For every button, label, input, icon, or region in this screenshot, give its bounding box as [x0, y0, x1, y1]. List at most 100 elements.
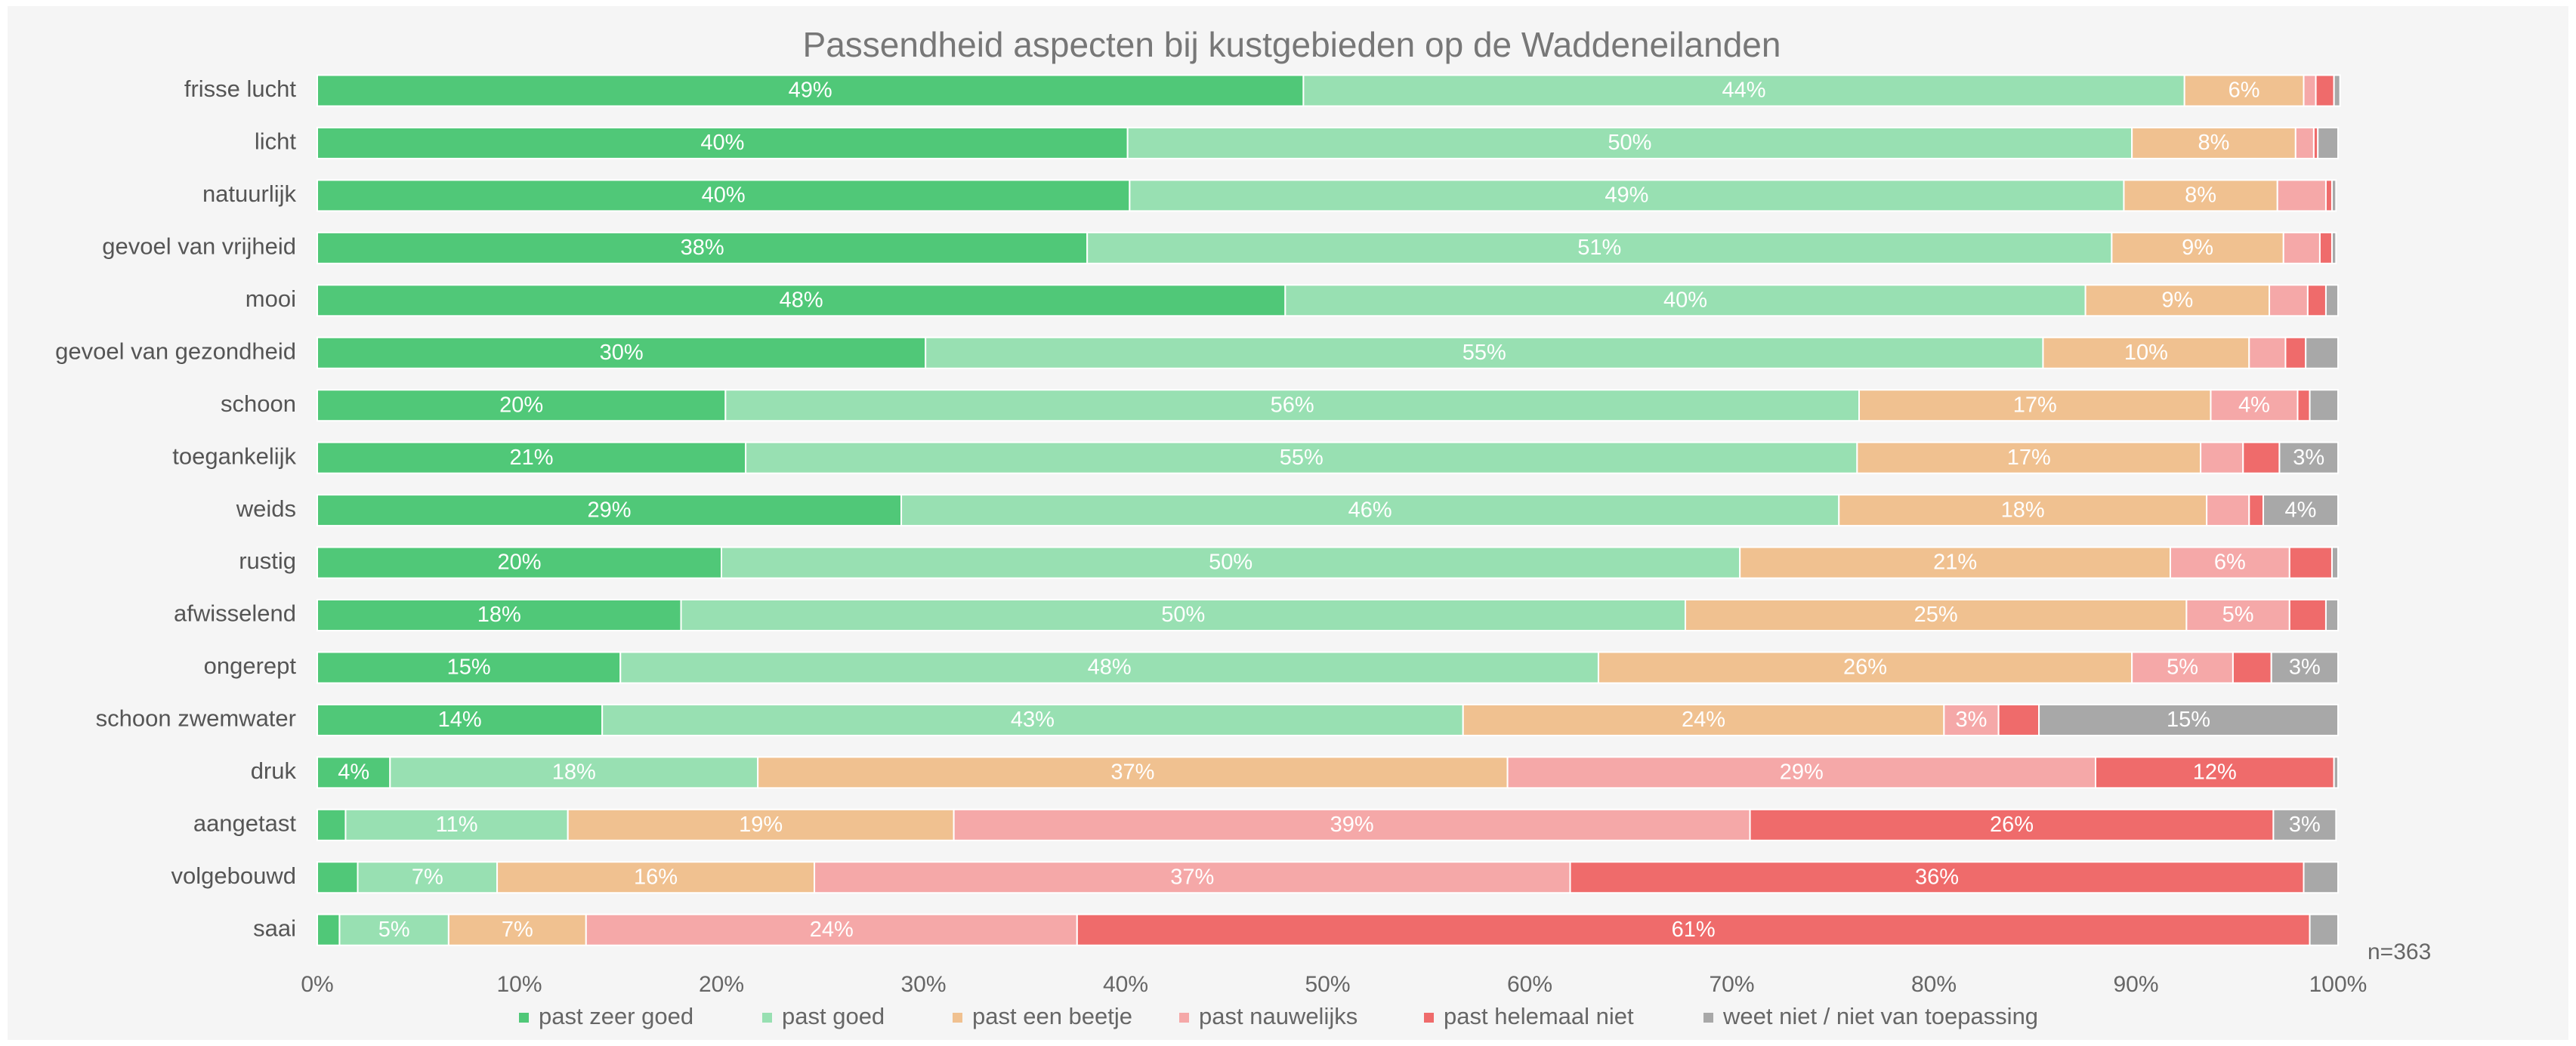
data-label: 61% — [1672, 918, 1716, 942]
bar-segment — [724, 389, 1861, 422]
bar-segment — [2284, 336, 2307, 369]
bar-segment — [2294, 126, 2315, 159]
data-label: 17% — [2007, 446, 2051, 470]
data-label: 5% — [2222, 603, 2254, 627]
bar-segment — [1838, 494, 2208, 527]
data-label: 43% — [1011, 708, 1055, 732]
bar-segment — [317, 231, 1089, 264]
x-tick-label: 30% — [900, 972, 946, 997]
data-label: 15% — [2167, 708, 2210, 732]
data-label: 9% — [2182, 236, 2213, 260]
data-label: 40% — [702, 184, 746, 208]
x-tick-label: 40% — [1103, 972, 1148, 997]
bar-segment — [2111, 231, 2284, 264]
data-label: 55% — [1463, 341, 1506, 365]
x-tick-label: 90% — [2113, 972, 2158, 997]
bar-segment — [2333, 756, 2339, 789]
data-label: 20% — [499, 393, 543, 417]
legend-marker — [519, 1013, 529, 1023]
bar-segment — [2309, 389, 2340, 422]
bar-segment — [2210, 389, 2299, 422]
bar-segment — [2309, 913, 2340, 946]
data-label: 48% — [780, 288, 823, 312]
data-label: 40% — [700, 131, 744, 155]
legend-marker — [762, 1013, 772, 1023]
legend-label: past zeer goed — [539, 1003, 693, 1029]
y-tick-label: druk — [251, 758, 297, 784]
bar-segment — [2318, 231, 2333, 264]
data-label: 15% — [447, 656, 491, 680]
y-tick-label: toegankelijk — [172, 443, 296, 469]
data-label: 4% — [2238, 393, 2270, 417]
data-label: 11% — [436, 813, 478, 837]
y-tick-label: schoon — [221, 390, 296, 417]
data-label: 6% — [2214, 551, 2246, 575]
data-label: 16% — [634, 865, 678, 889]
bar-segment — [1943, 703, 2000, 736]
data-label: 12% — [2193, 761, 2237, 785]
data-label: 4% — [338, 761, 369, 785]
x-tick-label: 20% — [699, 972, 744, 997]
data-label: 24% — [1682, 708, 1725, 732]
bar-segment — [317, 126, 1129, 159]
bar-segment — [1684, 599, 2188, 631]
bar-segment — [2315, 74, 2335, 107]
bar-segment — [2282, 231, 2321, 264]
bar-segment — [317, 74, 1305, 107]
bar-segment — [2330, 546, 2340, 579]
data-label: 30% — [600, 341, 644, 365]
bar-segment — [2303, 74, 2317, 107]
bar-segment — [1597, 651, 2133, 684]
data-label: 44% — [1722, 79, 1766, 103]
bar-segment — [1462, 703, 1945, 736]
bar-segment — [2169, 546, 2290, 579]
x-tick-label: 100% — [2309, 972, 2368, 997]
bar-segment — [357, 861, 499, 894]
y-tick-label: weids — [236, 495, 296, 522]
bar-segment — [2200, 441, 2244, 474]
bar-segment — [317, 703, 604, 736]
legend-label: past nauwelijks — [1199, 1003, 1357, 1029]
bar-segment — [2248, 336, 2287, 369]
legend-label: past helemaal niet — [1444, 1003, 1634, 1029]
bar-segment — [317, 756, 391, 789]
data-label: 3% — [2293, 446, 2324, 470]
bar-segment — [317, 546, 722, 579]
bar-segment — [2248, 494, 2265, 527]
legend-marker — [1424, 1013, 1434, 1023]
data-label: 26% — [1843, 656, 1887, 680]
data-label: 36% — [1915, 865, 1959, 889]
bar-segment — [1086, 231, 2113, 264]
bar-segment — [496, 861, 816, 894]
bar-segment — [601, 703, 1464, 736]
bar-segment — [2324, 179, 2333, 212]
data-label: 18% — [552, 761, 596, 785]
bar-segment — [317, 336, 927, 369]
bar-segment — [317, 808, 347, 841]
data-label: 21% — [1933, 551, 1977, 575]
bar-segment — [1284, 284, 2086, 317]
bar-segment — [2306, 284, 2327, 317]
data-label: 46% — [1348, 498, 1392, 522]
bar-segment — [2206, 494, 2250, 527]
bar-segment — [1506, 756, 2096, 789]
data-label: 38% — [681, 236, 724, 260]
data-label: 56% — [1271, 393, 1314, 417]
data-label: 40% — [1663, 288, 1707, 312]
data-label: 25% — [1914, 603, 1958, 627]
legend-label: weet niet / niet van toepassing — [1722, 1003, 2038, 1029]
bar-segment — [2288, 546, 2333, 579]
bar-segment — [2262, 494, 2339, 527]
data-label: 19% — [739, 813, 783, 837]
y-tick-label: gevoel van vrijheid — [102, 233, 296, 260]
data-label: 3% — [1956, 708, 1988, 732]
data-label: 7% — [412, 865, 443, 889]
bar-segment — [1749, 808, 2275, 841]
data-label: 3% — [2289, 813, 2321, 837]
bar-segment — [1302, 74, 2185, 107]
bar-segment — [317, 913, 341, 946]
bar-segment — [2296, 389, 2311, 422]
bar-segment — [2303, 861, 2339, 894]
data-label: 5% — [2167, 656, 2198, 680]
